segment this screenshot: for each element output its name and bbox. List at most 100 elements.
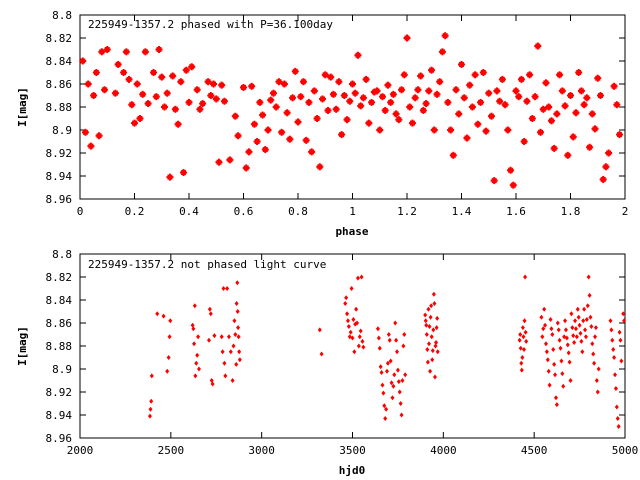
data-point — [561, 383, 566, 389]
data-point — [368, 98, 376, 106]
data-point — [192, 303, 197, 309]
data-point — [362, 75, 370, 83]
data-point — [436, 78, 444, 86]
data-point — [574, 334, 579, 340]
data-point — [522, 318, 527, 324]
data-point — [395, 367, 400, 373]
data-point — [429, 334, 434, 340]
data-point — [622, 318, 627, 324]
y-tick-label: 8.96 — [46, 432, 73, 445]
data-point — [386, 332, 391, 337]
data-point — [441, 32, 449, 40]
data-point — [591, 125, 599, 133]
data-point — [207, 306, 212, 312]
x-tick-label: 3000 — [248, 444, 275, 457]
data-point — [196, 366, 201, 372]
data-point — [81, 128, 89, 136]
data-point — [573, 318, 578, 324]
data-point — [400, 378, 405, 383]
data-point — [554, 402, 559, 408]
data-point — [248, 82, 256, 90]
unphased-light-curve-panel: 2000 2500 3000 3500 4000 4500 5000 8.8 8.82 8.84 8… — [16, 248, 638, 477]
x-tick-label: 4000 — [430, 444, 457, 457]
data-point — [236, 334, 241, 340]
data-point — [553, 395, 558, 401]
data-point — [165, 368, 170, 374]
data-point — [302, 136, 310, 144]
data-point — [370, 88, 378, 96]
data-point — [621, 311, 626, 317]
data-point — [608, 318, 613, 324]
data-point — [583, 334, 588, 340]
data-point — [122, 48, 130, 56]
data-point — [215, 158, 223, 166]
data-point — [501, 101, 509, 109]
data-point — [555, 320, 560, 326]
data-point — [592, 360, 597, 366]
chart-title: 225949-1357.2 not phased light curve — [88, 258, 326, 271]
data-point — [225, 286, 230, 291]
data-point — [402, 332, 407, 337]
y-tick-label: 8.82 — [46, 271, 73, 284]
data-point — [549, 326, 554, 332]
data-point — [520, 355, 525, 360]
data-point — [425, 87, 433, 95]
data-point — [111, 89, 119, 97]
data-point — [400, 71, 408, 79]
data-point — [95, 132, 103, 140]
data-point — [171, 105, 179, 113]
data-point — [357, 334, 362, 340]
data-point — [423, 312, 428, 318]
data-point — [188, 63, 196, 71]
y-tick-label: 8.9 — [52, 363, 72, 376]
data-point — [391, 383, 396, 389]
x-tick-label: 1.8 — [561, 205, 581, 218]
x-tick-label: 0.8 — [288, 205, 308, 218]
x-axis-label: phase — [335, 225, 368, 238]
data-point — [149, 373, 154, 379]
data-point — [375, 326, 380, 332]
data-point — [250, 120, 258, 128]
data-point — [524, 338, 529, 344]
data-point — [393, 320, 398, 326]
data-point — [610, 82, 618, 90]
data-point — [399, 412, 404, 418]
data-point — [425, 359, 430, 365]
data-point — [167, 334, 172, 340]
data-point — [504, 126, 512, 134]
data-point — [259, 111, 267, 119]
data-point — [482, 127, 490, 135]
data-point — [567, 359, 572, 365]
data-point — [329, 90, 337, 98]
data-point — [272, 103, 280, 111]
data-point — [613, 386, 618, 392]
data-point — [614, 404, 619, 410]
data-point — [144, 100, 152, 108]
data-point — [345, 318, 350, 324]
data-point — [566, 350, 571, 356]
data-point — [219, 334, 224, 340]
data-point — [234, 361, 239, 367]
data-point — [548, 317, 553, 323]
y-tick-label: 8.94 — [46, 170, 73, 183]
data-point — [572, 109, 580, 117]
data-point — [237, 349, 242, 355]
data-point — [545, 103, 553, 111]
data-point — [381, 106, 389, 114]
data-point — [149, 398, 154, 404]
data-point — [236, 325, 241, 331]
data-point — [414, 86, 422, 94]
data-point — [613, 372, 618, 378]
data-point — [228, 349, 233, 355]
data-point — [431, 327, 436, 333]
data-point — [193, 373, 198, 379]
data-point — [593, 334, 598, 340]
data-point — [383, 415, 388, 421]
data-point — [553, 110, 561, 118]
x-tick-label: 2000 — [67, 444, 94, 457]
data-point — [345, 311, 350, 317]
data-point — [392, 110, 400, 118]
data-point — [565, 342, 570, 348]
data-point — [317, 327, 322, 333]
data-point — [428, 66, 436, 74]
